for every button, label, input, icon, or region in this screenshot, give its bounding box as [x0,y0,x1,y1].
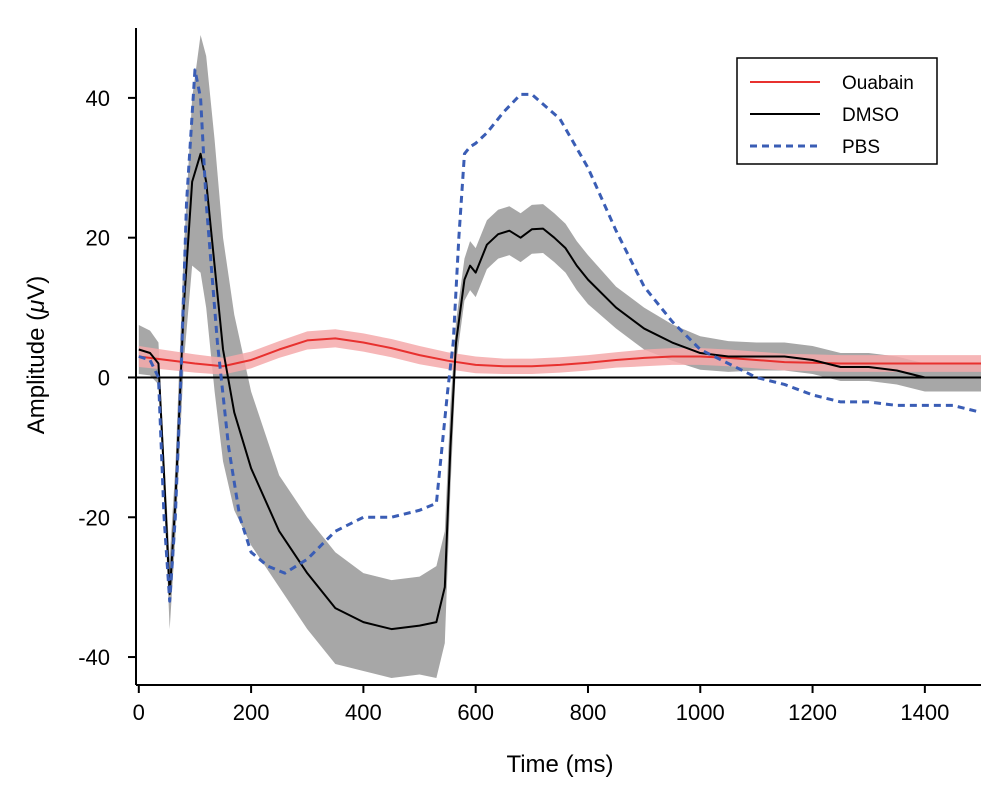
y-axis-label-suffix: V) [23,276,50,300]
y-tick-label: -20 [78,505,110,530]
series-lines [138,68,982,631]
y-tick-label: -40 [78,645,110,670]
x-tick-label: 0 [133,700,145,725]
legend-label-pbs: PBS [842,137,880,158]
y-axis-label-prefix: Amplitude ( [23,313,50,434]
x-tick-label: 200 [233,700,270,725]
legend: Ouabain DMSO PBS [736,57,938,165]
y-tick-label: 0 [98,365,110,390]
x-ticks: 0 200 400 600 800 1000 1200 1400 [133,685,949,725]
y-tick-label: 40 [86,86,110,111]
x-tick-label: 400 [345,700,382,725]
line-dmso [138,152,981,631]
line-pbs [138,68,982,603]
y-ticks: -40 -20 0 20 40 [78,86,136,670]
axes: 0 200 400 600 800 1000 1200 1400 -40 -20 0 20 40 [78,28,981,725]
x-axis-label: Time (ms) [506,751,613,778]
x-tick-label: 1200 [788,700,837,725]
x-tick-label: 800 [570,700,607,725]
legend-label-ouabain: Ouabain [842,73,914,94]
y-axis-label-mu: μ [23,300,50,314]
line-ouabain [138,337,981,368]
x-tick-label: 1000 [676,700,725,725]
y-axis-label: Amplitude (μV) [23,276,50,435]
legend-box [736,57,938,165]
legend-label-dmso: DMSO [842,105,899,126]
y-tick-label: 20 [86,226,110,251]
x-tick-label: 1400 [900,700,949,725]
x-tick-label: 600 [457,700,494,725]
